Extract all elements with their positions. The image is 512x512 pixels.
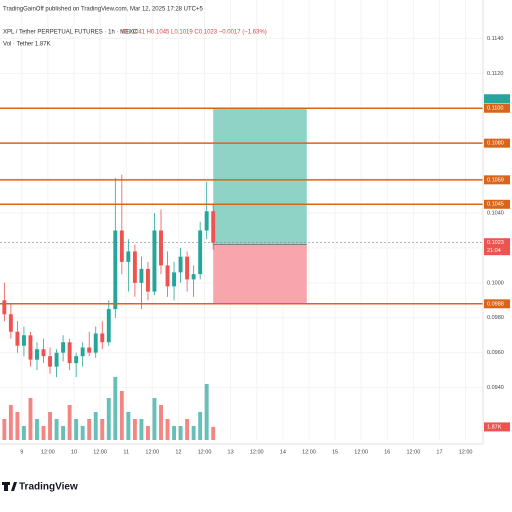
candle-body — [41, 349, 46, 357]
x-tick-label: 16 — [384, 449, 390, 455]
x-tick-label: 12:00 — [41, 449, 55, 455]
logo-mark — [2, 482, 10, 485]
price-box — [484, 103, 510, 113]
candle-body — [159, 230, 163, 266]
candle-body — [2, 300, 7, 315]
volume-label: 1.87K — [487, 424, 502, 430]
candle-body — [211, 211, 216, 243]
target-zone — [213, 108, 307, 245]
candle-body — [204, 211, 209, 231]
logo-mark — [11, 482, 17, 491]
volume-legend: Vol · Tether 1.87K — [3, 42, 51, 48]
candle-body — [119, 230, 124, 262]
brand: TradingView — [19, 482, 78, 493]
logo: TradingView — [2, 482, 78, 493]
candle-body — [28, 335, 33, 360]
candle-body — [93, 333, 98, 353]
candle-body — [178, 256, 183, 273]
x-tick-label: 9 — [20, 449, 23, 455]
y-tick-label: 0.1040 — [487, 210, 504, 216]
x-tick-label: 12:00 — [145, 449, 159, 455]
x-tick-label: 12:00 — [250, 449, 264, 455]
x-tick-label: 12:00 — [198, 449, 212, 455]
candle-body — [80, 347, 85, 357]
candle-body — [191, 274, 196, 280]
candle-body — [185, 256, 190, 280]
plot — [0, 0, 483, 440]
candle-body — [15, 331, 20, 346]
x-tick-label: 12 — [175, 449, 181, 455]
x-tick-label: 10 — [71, 449, 77, 455]
y-tick-label: 0.1140 — [487, 36, 503, 42]
candle-body — [126, 251, 131, 262]
candle-body — [87, 347, 92, 353]
price-box — [484, 299, 510, 309]
x-tick-label: 12:00 — [459, 449, 473, 455]
logo-mark — [4, 482, 8, 491]
volume-box — [484, 422, 510, 432]
y-tick-label: 0.0960 — [487, 350, 504, 356]
countdown: 21:04 — [487, 248, 501, 254]
candle-body — [21, 335, 26, 346]
candle-body — [48, 356, 52, 367]
y-tick-label: 0.0940 — [487, 385, 504, 391]
candle-body — [100, 333, 105, 343]
x-tick-label: 13 — [228, 449, 234, 455]
line-label: 0.1059 — [487, 177, 504, 183]
candle-body — [172, 272, 177, 287]
last-price-label: 0.1023 — [487, 240, 504, 246]
candle-body — [198, 230, 203, 275]
candle-body — [67, 342, 72, 364]
y-tick-label: 0.1000 — [487, 280, 504, 286]
candle-body — [8, 314, 13, 332]
price-box — [484, 175, 510, 185]
candle-body — [139, 268, 144, 283]
x-tick-label: 15 — [332, 449, 338, 455]
line-label: 0.1100 — [487, 106, 503, 112]
price-box — [484, 138, 510, 148]
x-tick-label: 12:00 — [354, 449, 368, 455]
x-tick-label: 17 — [436, 449, 442, 455]
candle-body — [113, 230, 118, 310]
ohlc-legend: O0.1041 H0.1045 L0.1019 C0.1023 −0.0017 … — [122, 30, 267, 36]
candle-body — [165, 265, 170, 287]
stop-zone — [213, 244, 307, 304]
x-tick-label: 14 — [280, 449, 286, 455]
candle-body — [106, 309, 111, 343]
symbol: XPL / Tether PERPETUAL FUTURES · 1h · ME… — [3, 30, 138, 36]
candle-body — [35, 349, 39, 360]
x-tick-label: 11 — [123, 449, 129, 455]
candle-body — [61, 342, 66, 353]
candle-body — [74, 356, 79, 364]
publish-note: TradingGainOff published on TradingView.… — [3, 7, 204, 13]
candle-body — [54, 352, 59, 367]
x-tick-label: 12:00 — [302, 449, 316, 455]
line-label: 0.0988 — [487, 301, 504, 307]
candle-body — [152, 230, 157, 292]
candle-body — [132, 251, 137, 283]
target-box — [484, 94, 510, 104]
candle-body — [145, 268, 150, 292]
y-tick-label: 0.1120 — [487, 71, 503, 77]
line-label: 0.1080 — [487, 141, 504, 147]
line-label: 0.1045 — [487, 202, 504, 208]
x-tick-label: 12:00 — [93, 449, 107, 455]
price-box — [484, 199, 510, 209]
last-price-box — [484, 238, 510, 256]
x-tick-label: 12:00 — [406, 449, 420, 455]
y-tick-label: 0.0980 — [487, 315, 504, 321]
